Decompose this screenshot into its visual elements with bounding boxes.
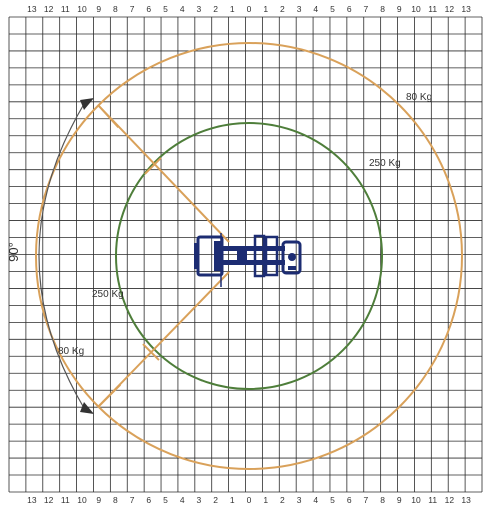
bottom-axis-tick-label: 8 bbox=[113, 495, 118, 505]
top-axis-tick-label: 7 bbox=[364, 4, 369, 14]
bottom-axis-tick-label: 7 bbox=[364, 495, 369, 505]
bottom-axis-tick-label: 3 bbox=[197, 495, 202, 505]
bottom-axis-tick-label: 2 bbox=[213, 495, 218, 505]
top-axis-tick-label: 3 bbox=[197, 4, 202, 14]
top-axis-tick-label: 9 bbox=[397, 4, 402, 14]
capacity-label-80kg-top-right: 80 Kg bbox=[406, 92, 432, 103]
bottom-axis-tick-label: 10 bbox=[411, 495, 421, 505]
bottom-axis-tick-label: 5 bbox=[330, 495, 335, 505]
bottom-axis-tick-label: 5 bbox=[163, 495, 168, 505]
bottom-axis-tick-label: 9 bbox=[96, 495, 101, 505]
bottom-axis-tick-label: 6 bbox=[146, 495, 151, 505]
top-axis-tick-label: 2 bbox=[280, 4, 285, 14]
limit-tick-upper-inner bbox=[144, 157, 162, 175]
top-axis-tick-label: 11 bbox=[61, 4, 70, 14]
top-axis: 13 12 11 10 9 8 7 6 5 4 3 2 1 0 1 2 3 4 5 6 7 8 9 10 11 12 13 bbox=[27, 4, 471, 14]
capacity-label-250kg-top-right: 250 Kg bbox=[369, 158, 401, 169]
capacity-label-250kg-left: 250 Kg bbox=[92, 289, 124, 300]
bottom-axis-tick-label: 11 bbox=[428, 495, 437, 505]
bottom-axis-tick-label: 2 bbox=[280, 495, 285, 505]
load-zones bbox=[35, 42, 463, 470]
top-axis-tick-label: 9 bbox=[96, 4, 101, 14]
capacity-label-80kg-left: 80 Kg bbox=[58, 346, 84, 357]
bottom-axis-tick-label: 4 bbox=[313, 495, 318, 505]
top-axis-tick-label: 1 bbox=[263, 4, 268, 14]
bottom-axis-tick-label: 4 bbox=[180, 495, 185, 505]
top-axis-tick-label: 5 bbox=[163, 4, 168, 14]
limit-tick-upper-outer bbox=[97, 104, 120, 129]
bottom-axis-tick-label: 11 bbox=[61, 495, 70, 505]
top-axis-tick-label: 7 bbox=[130, 4, 135, 14]
top-axis-tick-label: 12 bbox=[44, 4, 54, 14]
bottom-axis-tick-label: 3 bbox=[297, 495, 302, 505]
bottom-axis-tick-label: 0 bbox=[247, 495, 252, 505]
machine-part bbox=[237, 249, 247, 262]
machine-part bbox=[253, 234, 266, 278]
slew-angle-arc bbox=[38, 103, 85, 409]
outer-zone-circle-80kg bbox=[35, 42, 463, 470]
inner-zone-circle-250kg bbox=[115, 122, 383, 390]
arrowhead-upper-icon bbox=[80, 98, 94, 110]
top-axis-tick-label: 10 bbox=[77, 4, 87, 14]
limit-tick-lower-inner bbox=[142, 343, 160, 361]
top-axis-tick-label: 0 bbox=[247, 4, 252, 14]
bottom-axis-tick-label: 10 bbox=[77, 495, 87, 505]
machine-top-view-icon bbox=[194, 233, 302, 287]
arrowhead-lower-icon bbox=[80, 402, 94, 414]
bottom-axis: 13 12 11 10 9 8 7 6 5 4 3 2 1 0 1 2 3 4 5 6 7 8 9 10 11 12 13 bbox=[27, 495, 471, 505]
bottom-axis-tick-label: 8 bbox=[380, 495, 385, 505]
grid bbox=[8, 16, 483, 493]
angle-label: 90° bbox=[6, 242, 21, 262]
bottom-axis-tick-label: 1 bbox=[230, 495, 235, 505]
top-axis-tick-label: 2 bbox=[213, 4, 218, 14]
bottom-axis-tick-label: 1 bbox=[263, 495, 268, 505]
bottom-axis-tick-label: 7 bbox=[130, 495, 135, 505]
machine-part bbox=[214, 241, 223, 271]
top-axis-tick-label: 6 bbox=[146, 4, 151, 14]
bottom-axis-tick-label: 13 bbox=[27, 495, 37, 505]
boom-limit-line-lower bbox=[97, 271, 230, 408]
bottom-axis-tick-label: 6 bbox=[347, 495, 352, 505]
bottom-axis-tick-label: 13 bbox=[461, 495, 471, 505]
machine-part bbox=[194, 243, 199, 269]
boom-limit-line-upper bbox=[97, 104, 230, 243]
top-axis-tick-label: 6 bbox=[347, 4, 352, 14]
machine-part bbox=[264, 235, 279, 277]
top-axis-tick-label: 13 bbox=[27, 4, 37, 14]
bottom-axis-tick-label: 9 bbox=[397, 495, 402, 505]
machine-part bbox=[221, 260, 285, 265]
machine-part bbox=[288, 253, 296, 261]
top-axis-tick-label: 13 bbox=[461, 4, 471, 14]
machine-part bbox=[221, 246, 285, 251]
top-axis-tick-label: 11 bbox=[428, 4, 437, 14]
slew-angle-indicator bbox=[38, 98, 94, 414]
top-axis-tick-label: 8 bbox=[113, 4, 118, 14]
top-axis-tick-label: 8 bbox=[380, 4, 385, 14]
machine-part bbox=[281, 240, 302, 275]
top-axis-tick-label: 10 bbox=[411, 4, 421, 14]
bottom-axis-tick-label: 12 bbox=[44, 495, 54, 505]
top-axis-tick-label: 5 bbox=[330, 4, 335, 14]
machine-part bbox=[288, 266, 296, 270]
top-axis-tick-label: 3 bbox=[297, 4, 302, 14]
top-axis-tick-label: 1 bbox=[230, 4, 235, 14]
top-axis-tick-label: 4 bbox=[313, 4, 318, 14]
top-axis-tick-label: 12 bbox=[445, 4, 455, 14]
limit-tick-lower-outer bbox=[97, 383, 122, 408]
bottom-axis-tick-label: 12 bbox=[445, 495, 455, 505]
top-axis-tick-label: 4 bbox=[180, 4, 185, 14]
